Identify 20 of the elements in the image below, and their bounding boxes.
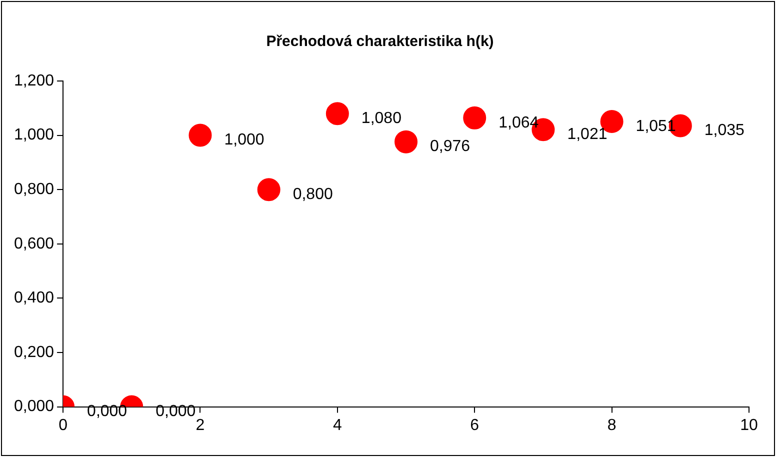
y-tick-label: 0,600 — [14, 235, 54, 252]
data-label: 0,800 — [292, 186, 333, 204]
x-tick-label: 4 — [332, 416, 342, 434]
x-tick-label: 6 — [470, 416, 480, 434]
y-tick-label: 0,200 — [14, 344, 54, 361]
data-label: 1,035 — [704, 122, 745, 140]
x-tick-label: 10 — [740, 416, 758, 434]
y-tick-label: 0,800 — [14, 181, 54, 198]
data-label: 1,000 — [224, 132, 264, 149]
x-tick-label: 2 — [196, 416, 205, 434]
data-label: 0,976 — [430, 138, 470, 156]
y-tick-label: 1,000 — [14, 126, 54, 144]
y-tick-label: 0,400 — [14, 290, 54, 307]
x-tick-label: 0 — [58, 416, 68, 434]
data-label: 1,080 — [361, 110, 402, 127]
y-tick-label: 1,200 — [14, 72, 54, 90]
y-tick-label: 0,000 — [14, 398, 54, 416]
chart-title: Přechodová charakteristika h(k) — [266, 33, 494, 50]
x-tick-label: 8 — [607, 416, 616, 434]
data-label: 1,021 — [567, 126, 608, 144]
